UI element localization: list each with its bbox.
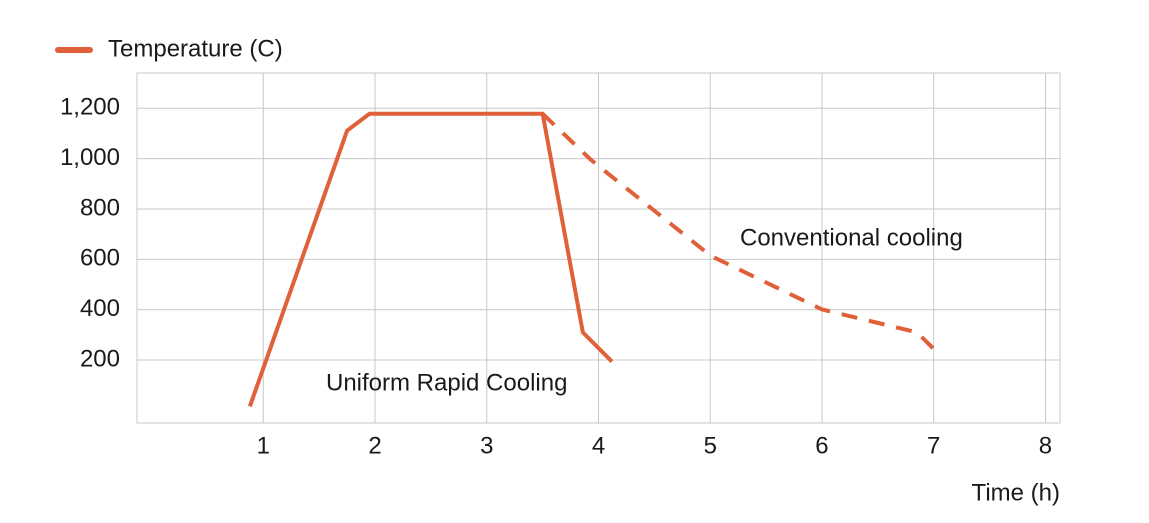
x-tick-label: 1 <box>257 432 270 459</box>
x-axis-label: Time (h) <box>972 479 1060 506</box>
x-tick-label: 4 <box>592 432 605 459</box>
y-tick-label: 800 <box>80 194 120 221</box>
y-tick-label: 400 <box>80 295 120 322</box>
x-tick-label: 6 <box>815 432 828 459</box>
x-tick-label: 8 <box>1039 432 1052 459</box>
y-tick-label: 600 <box>80 245 120 272</box>
x-tick-label: 2 <box>368 432 381 459</box>
line <box>247 111 614 408</box>
annotation: Conventional cooling <box>740 224 963 251</box>
y-tick-label: 1,200 <box>60 94 120 121</box>
legend-label: Temperature (C) <box>108 35 283 62</box>
line <box>541 112 942 357</box>
y-tick-label: 200 <box>80 345 120 372</box>
x-tick-label: 5 <box>704 432 717 459</box>
annotation: Uniform Rapid Cooling <box>326 369 567 396</box>
y-tick-label: 1,000 <box>60 144 120 171</box>
x-tick-label: 7 <box>927 432 940 459</box>
x-tick-label: 3 <box>480 432 493 459</box>
